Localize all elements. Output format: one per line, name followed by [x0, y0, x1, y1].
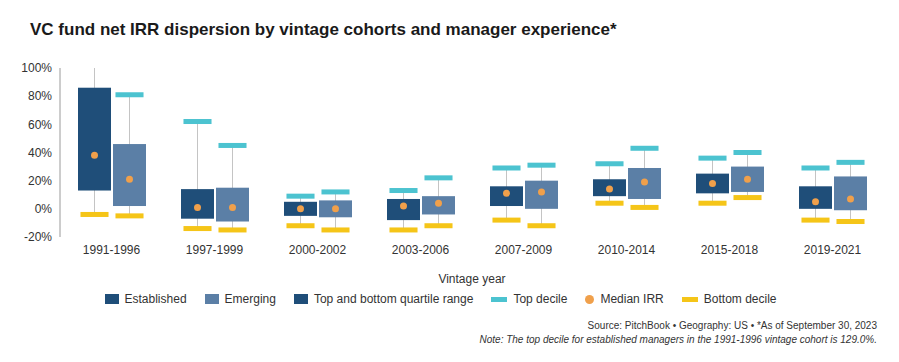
html-text:Established: Established [124, 292, 187, 306]
html-text:Note: The top decile for estab: Note: The top decile for established man… [479, 334, 877, 345]
svg-text:1991-1996: 1991-1996 [83, 243, 141, 257]
svg-text:2015-2018: 2015-2018 [701, 243, 759, 257]
svg-text:2019-2021: 2019-2021 [804, 243, 862, 257]
html-text:Top decile: Top decile [513, 292, 568, 306]
svg-text:60%: 60% [28, 118, 52, 132]
html-text:Source: PitchBook • Geography:: Source: PitchBook • Geography: US • *As … [587, 320, 877, 331]
svg-text:1997-1999: 1997-1999 [186, 243, 244, 257]
html-text:Median IRR: Median IRR [600, 292, 664, 306]
svg-text:80%: 80% [28, 89, 52, 103]
html-text:Top and bottom quartile range: Top and bottom quartile range [313, 292, 474, 306]
svg-text:-20%: -20% [24, 230, 52, 244]
html-text:VC fund net IRR dispersion by: VC fund net IRR dispersion by vintage co… [30, 20, 617, 39]
svg-text:2010-2014: 2010-2014 [598, 243, 656, 257]
svg-text:Vintage year: Vintage year [438, 272, 505, 286]
html-text:Emerging: Emerging [224, 292, 276, 306]
svg-text:40%: 40% [28, 146, 52, 160]
svg-text:2003-2006: 2003-2006 [392, 243, 450, 257]
svg-text:2000-2002: 2000-2002 [289, 243, 347, 257]
svg-text:100%: 100% [21, 61, 52, 75]
html-text:Bottom decile: Bottom decile [703, 292, 777, 306]
svg-text:0%: 0% [35, 202, 53, 216]
svg-text:20%: 20% [28, 174, 52, 188]
svg-text:2007-2009: 2007-2009 [495, 243, 553, 257]
